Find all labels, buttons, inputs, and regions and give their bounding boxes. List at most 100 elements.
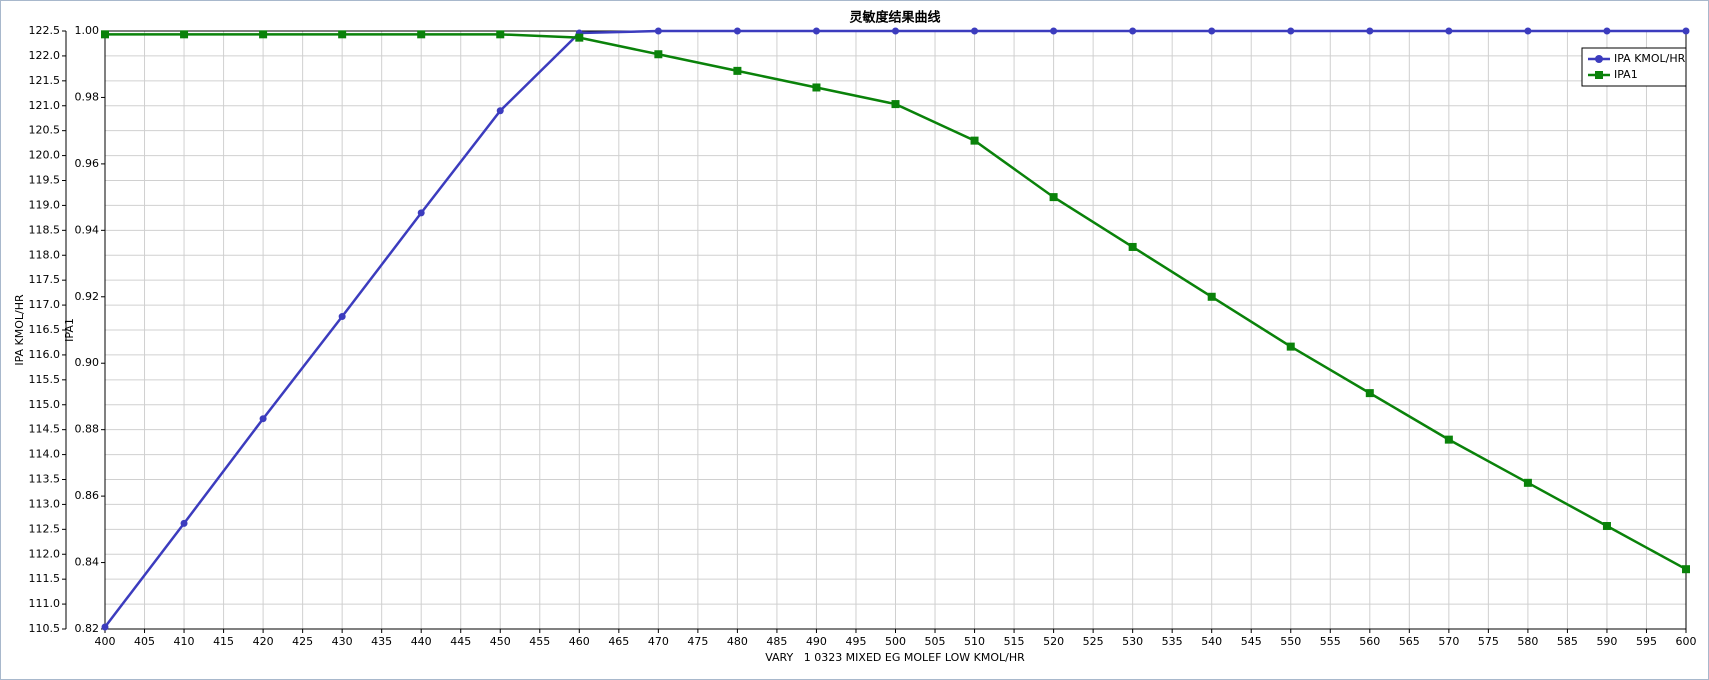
y-tick-label: 122.5 (29, 24, 61, 37)
y-tick-label: 113.5 (29, 473, 61, 486)
data-point (1049, 193, 1058, 202)
y-tick-label: 113.0 (29, 497, 61, 510)
x-tick-label: 450 (490, 635, 511, 648)
legend-label: IPA KMOL/HR (1614, 52, 1686, 65)
y-tick-label: 112.5 (29, 522, 61, 535)
y-tick-label: 121.0 (29, 99, 61, 112)
y2-tick-label: 0.94 (75, 223, 100, 236)
x-tick-label: 430 (332, 635, 353, 648)
data-point (417, 30, 426, 39)
data-point (1207, 292, 1216, 301)
x-tick-label: 595 (1636, 635, 1657, 648)
y2-tick-label: 0.88 (75, 423, 100, 436)
y2-tick-label: 0.82 (75, 622, 100, 635)
x-tick-label: 485 (766, 635, 787, 648)
x-tick-label: 465 (608, 635, 629, 648)
data-point (891, 100, 900, 109)
data-point (1444, 435, 1453, 444)
data-point (1365, 389, 1374, 398)
y-tick-label: 111.5 (29, 572, 61, 585)
x-tick-label: 545 (1241, 635, 1262, 648)
data-point (1129, 27, 1137, 35)
x-tick-label: 555 (1320, 635, 1341, 648)
x-tick-label: 405 (134, 635, 155, 648)
data-point (101, 623, 109, 631)
data-point (101, 30, 109, 39)
x-tick-label: 575 (1478, 635, 1499, 648)
x-tick-label: 580 (1517, 635, 1538, 648)
y-tick-label: 116.0 (29, 348, 61, 361)
x-tick-label: 505 (925, 635, 946, 648)
x-tick-label: 425 (292, 635, 313, 648)
x-tick-label: 535 (1162, 635, 1183, 648)
y2-tick-label: 0.92 (75, 290, 100, 303)
data-point (1287, 27, 1295, 35)
x-tick-label: 495 (845, 635, 866, 648)
x-tick-label: 520 (1043, 635, 1064, 648)
x-tick-label: 420 (253, 635, 274, 648)
x-tick-label: 525 (1083, 635, 1104, 648)
y-tick-label: 119.5 (29, 174, 61, 187)
y-tick-label: 119.0 (29, 198, 61, 211)
x-axis-label: VARY 1 0323 MIXED EG MOLEF LOW KMOL/HR (765, 651, 1025, 664)
y-tick-label: 118.5 (29, 223, 61, 236)
data-point (971, 27, 979, 35)
y-tick-label: 112.0 (29, 547, 61, 560)
x-tick-label: 470 (648, 635, 669, 648)
y-tick-label: 118.0 (29, 248, 61, 261)
data-point (1445, 27, 1453, 35)
data-point (1524, 27, 1532, 35)
data-point (1682, 27, 1690, 35)
legend-marker (1595, 71, 1603, 79)
data-point (733, 66, 742, 75)
x-tick-label: 515 (1004, 635, 1025, 648)
x-tick-label: 480 (727, 635, 748, 648)
x-tick-label: 510 (964, 635, 985, 648)
data-point (259, 30, 268, 39)
x-tick-label: 585 (1557, 635, 1578, 648)
data-point (575, 33, 584, 42)
x-tick-label: 570 (1438, 635, 1459, 648)
data-point (180, 519, 188, 527)
data-point (496, 30, 505, 39)
y-tick-label: 114.0 (29, 448, 61, 461)
y-tick-label: 117.0 (29, 298, 61, 311)
y-tick-label: 121.5 (29, 74, 61, 87)
x-tick-label: 475 (687, 635, 708, 648)
data-point (1366, 27, 1374, 35)
x-tick-label: 550 (1280, 635, 1301, 648)
data-point (338, 313, 346, 321)
legend-marker (1595, 55, 1603, 63)
y-tick-label: 120.0 (29, 149, 61, 162)
x-tick-label: 440 (411, 635, 432, 648)
y-axis-label: IPA KMOL/HR (13, 294, 26, 366)
data-point (1286, 342, 1295, 351)
y-tick-label: 110.5 (29, 622, 61, 635)
data-point (338, 30, 347, 39)
x-tick-label: 530 (1122, 635, 1143, 648)
data-point (892, 27, 899, 35)
data-point (180, 30, 189, 39)
y2-tick-label: 0.98 (75, 90, 100, 103)
y-tick-label: 115.0 (29, 398, 61, 411)
x-tick-label: 600 (1676, 635, 1697, 648)
x-tick-label: 400 (95, 635, 116, 648)
data-point (1050, 27, 1058, 35)
legend (1581, 47, 1687, 87)
data-point (970, 136, 979, 145)
x-tick-label: 455 (529, 635, 550, 648)
x-tick-label: 590 (1596, 635, 1617, 648)
y-tick-label: 111.0 (29, 597, 61, 610)
data-point (496, 107, 504, 115)
y2-tick-label: 1.00 (75, 24, 100, 37)
x-tick-label: 540 (1201, 635, 1222, 648)
x-tick-label: 560 (1359, 635, 1380, 648)
legend-label: IPA1 (1614, 68, 1638, 81)
data-point (1602, 522, 1611, 531)
y2-tick-label: 0.84 (75, 556, 100, 569)
data-point (654, 50, 663, 59)
y-tick-label: 117.5 (29, 273, 61, 286)
y2-tick-label: 0.86 (75, 489, 100, 502)
